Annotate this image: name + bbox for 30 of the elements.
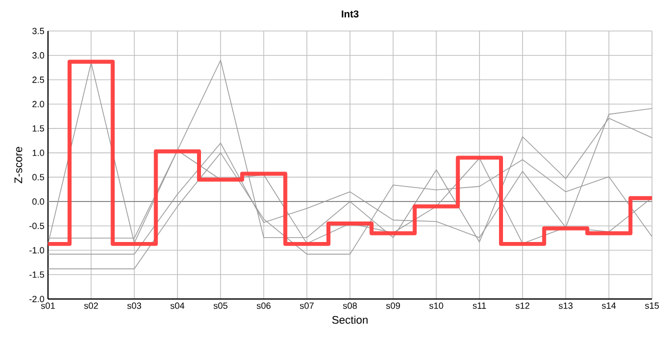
x-tick-label: s12: [516, 302, 530, 309]
y-axis-title: Z-score: [14, 146, 22, 184]
x-tick-label: s05: [214, 302, 228, 309]
x-tick-label: s09: [386, 302, 400, 309]
y-tick-label: 3.0: [32, 52, 44, 59]
x-tick-label: s03: [127, 302, 142, 309]
x-tick-label: s02: [84, 302, 98, 309]
y-tick-label: -1.0: [29, 247, 44, 254]
chart-title: Int3: [342, 10, 359, 18]
y-tick-label: 3.5: [32, 28, 44, 34]
y-tick-label: 2.0: [32, 100, 44, 108]
y-tick-label: -1.5: [29, 272, 44, 278]
x-tick-label: s07: [300, 302, 314, 309]
x-tick-label: s14: [602, 302, 616, 309]
x-tick-label: s15: [645, 302, 659, 309]
y-tick-label: -2.0: [29, 296, 44, 302]
y-tick-label: 1.5: [32, 125, 44, 132]
x-tick-label: s08: [343, 302, 357, 309]
x-tick-label: s01: [41, 302, 55, 309]
x-tick-label: s11: [472, 302, 486, 309]
x-tick-label: s04: [170, 302, 184, 309]
y-tick-label: -0.5: [29, 222, 44, 230]
x-tick-label: s13: [558, 302, 573, 309]
y-tick-label: 0.0: [32, 198, 44, 205]
x-tick-label: s06: [256, 302, 271, 309]
y-tick-label: 0.5: [32, 174, 44, 180]
x-tick-label: s10: [429, 302, 444, 309]
y-tick-label: 2.5: [32, 76, 44, 83]
x-axis-title: Section: [332, 316, 368, 324]
y-tick-label: 1.0: [32, 150, 44, 156]
